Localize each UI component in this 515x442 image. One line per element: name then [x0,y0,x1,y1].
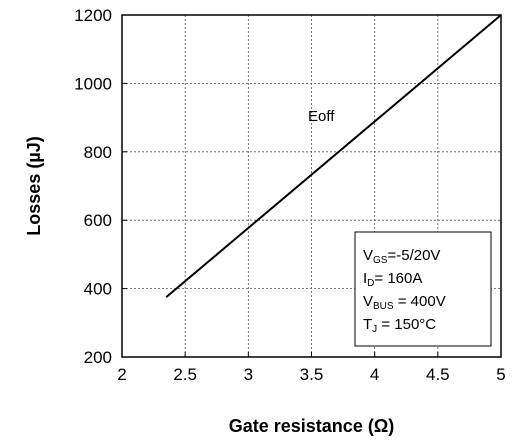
tick-labels: 2 2.5 3 3.5 4 4.5 5 200 400 600 800 1000 1200 [74,6,506,384]
x-tick-label: 2.5 [173,365,197,384]
y-tick-label: 400 [84,280,112,299]
x-tick-label: 3.5 [300,365,324,384]
y-tick-label: 1200 [74,6,112,25]
series-label-eoff: Eoff [308,108,335,125]
y-tick-label: 800 [84,143,112,162]
x-tick-label: 3 [244,365,253,384]
x-tick-label: 2 [117,365,126,384]
series-line-eoff [165,14,502,298]
test-conditions-box: VGS=-5/20V ID= 160A VBUS = 400V TJ = 150°C [354,231,492,347]
x-axis-title: Gate resistance (Ω) [229,416,395,436]
y-tick-label: 600 [84,211,112,230]
x-tick-label: 4.5 [426,365,450,384]
condition-line: VGS=-5/20V [363,247,440,266]
y-tick-label: 1000 [74,74,112,93]
condition-line: ID= 160A [363,270,422,289]
y-tick-label: 200 [84,348,112,367]
series-layer: Eoff [165,14,502,298]
x-tick-label: 5 [496,365,505,384]
condition-line: VBUS = 400V [363,293,446,312]
x-tick-label: 4 [370,365,379,384]
condition-line: TJ = 150°C [363,316,436,335]
y-axis-title: Losses (µJ) [24,136,44,235]
